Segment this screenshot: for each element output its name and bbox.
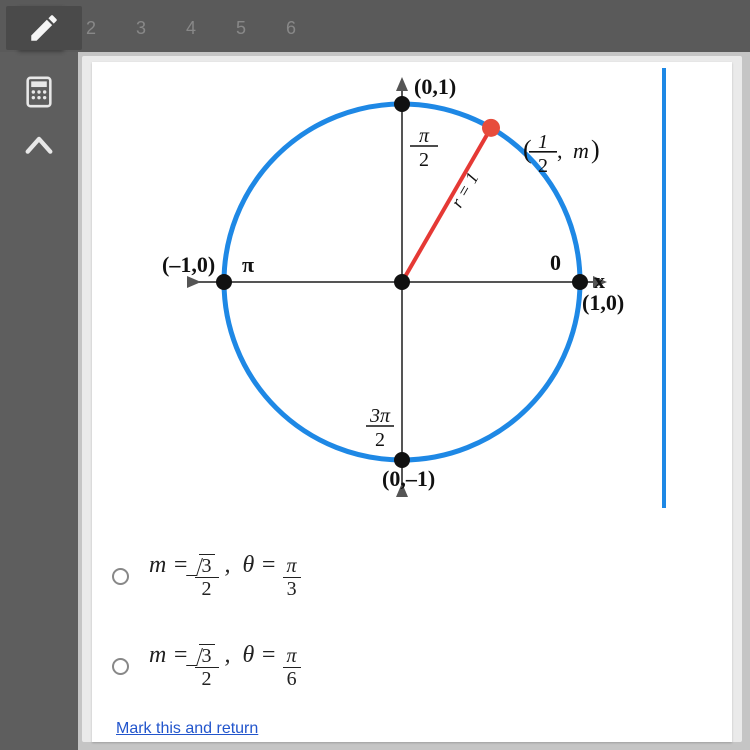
svg-text:m: m <box>573 138 589 163</box>
tab-3[interactable]: 3 <box>118 6 164 50</box>
svg-text:): ) <box>591 135 600 164</box>
question-page: (0,1)x(1,0)(0,–1)(–1,0)0ππ23π2r = 1(12 ,… <box>92 62 732 742</box>
svg-text:(0,1): (0,1) <box>414 74 456 99</box>
calculator-icon <box>22 75 56 109</box>
top-toolbar: 1 2 3 4 5 6 <box>0 0 750 52</box>
svg-text:2: 2 <box>375 429 385 451</box>
unit-circle-chart: (0,1)x(1,0)(0,–1)(–1,0)0ππ23π2r = 1(12 ,… <box>102 72 722 512</box>
option-a-math: m = 32 , θ = π3 <box>149 552 301 600</box>
mark-return-link[interactable]: Mark this and return <box>116 720 258 738</box>
svg-text:2: 2 <box>419 149 429 171</box>
content-panel: (0,1)x(1,0)(0,–1)(–1,0)0ππ23π2r = 1(12 ,… <box>82 56 742 742</box>
svg-text:(: ( <box>523 135 532 164</box>
svg-text:r = 1: r = 1 <box>447 169 483 211</box>
option-a[interactable]: m = 32 , θ = π3 <box>112 552 301 600</box>
radio-a[interactable] <box>112 568 129 585</box>
svg-text:(0,–1): (0,–1) <box>382 466 435 491</box>
side-toolbar <box>0 0 78 750</box>
radio-b[interactable] <box>112 658 129 675</box>
up-caret-icon <box>22 129 56 163</box>
svg-text:3π: 3π <box>369 405 391 427</box>
svg-text:2: 2 <box>538 155 548 177</box>
svg-text:π: π <box>419 125 430 147</box>
svg-text:0: 0 <box>550 250 561 275</box>
svg-text:,: , <box>557 138 563 163</box>
option-b[interactable]: m = 32 , θ = π6 <box>112 642 301 690</box>
calculator-tool[interactable] <box>19 72 59 112</box>
tab-6[interactable]: 6 <box>268 6 314 50</box>
svg-text:(–1,0): (–1,0) <box>162 252 215 277</box>
pencil-tool[interactable] <box>6 6 82 50</box>
collapse-tool[interactable] <box>19 126 59 166</box>
pencil-icon <box>27 11 61 45</box>
svg-text:1: 1 <box>538 131 548 153</box>
option-b-math: m = 32 , θ = π6 <box>149 642 301 690</box>
tab-5[interactable]: 5 <box>218 6 264 50</box>
svg-text:(1,0): (1,0) <box>582 290 624 315</box>
svg-text:π: π <box>242 252 254 277</box>
tab-4[interactable]: 4 <box>168 6 214 50</box>
vertical-rule <box>662 68 666 508</box>
